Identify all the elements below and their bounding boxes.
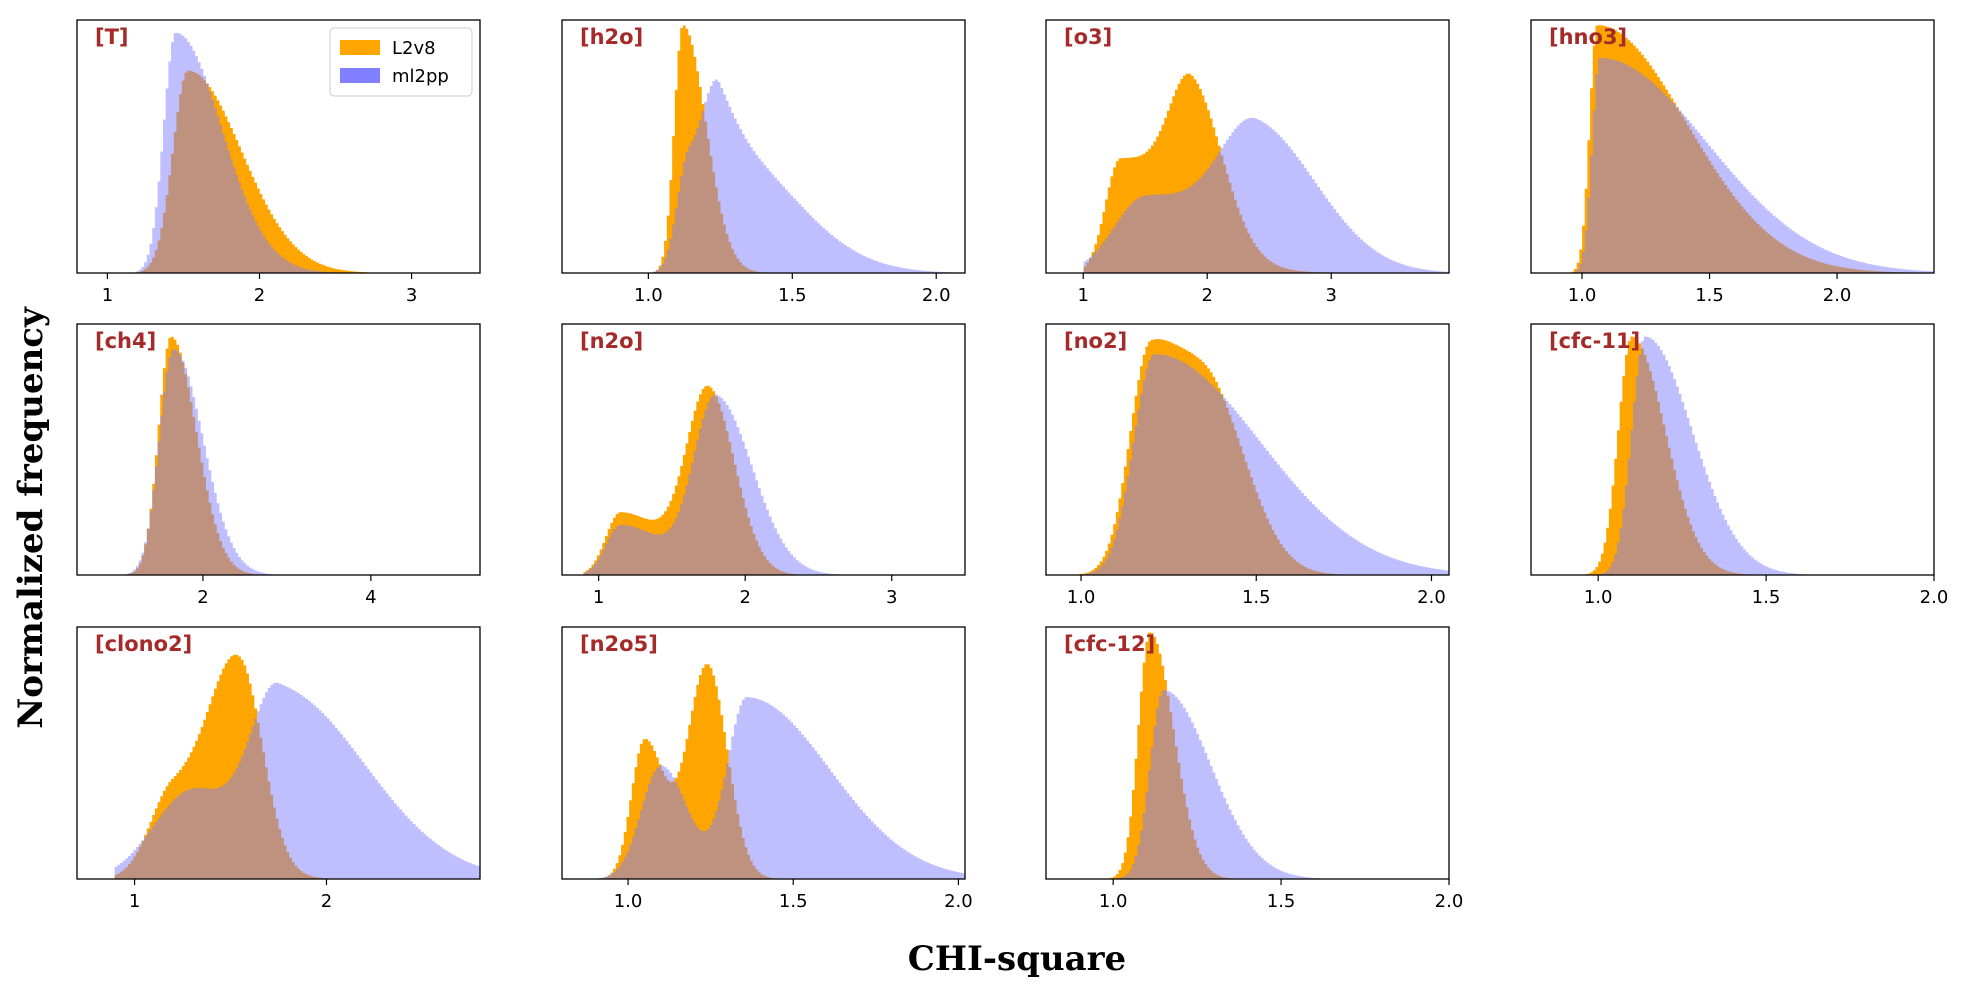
x-tick-label: 2 (197, 587, 208, 608)
panel-7: 1.0 1.5 2.0 [cfc-11] (1530, 323, 1949, 608)
panel-10: 1.0 1.5 2.0 [cfc-12] (1045, 626, 1464, 912)
histogram-ml2pp (1046, 690, 1449, 879)
panel-title: [T] (95, 25, 129, 49)
panel-title: [ch4] (95, 329, 156, 353)
x-tick-label: 1.0 (634, 285, 663, 306)
x-tick-label: 1.0 (1568, 285, 1597, 306)
x-tick-label: 2 (1201, 285, 1212, 306)
panel-title: [hno3] (1549, 25, 1627, 49)
x-tick-label: 1.0 (1067, 587, 1096, 608)
panel-3: 1.0 1.5 2.0 [hno3] (1530, 19, 1935, 306)
x-tick-label: 1.5 (1695, 285, 1724, 306)
plot-area (1046, 73, 1449, 273)
legend-label-ml2pp: ml2pp (392, 66, 449, 87)
panel-title: [h2o] (580, 25, 643, 49)
x-tick-label: 1.0 (1584, 587, 1613, 608)
axes-frame (1530, 19, 1935, 274)
panel-4: 2 4 [ch4] (76, 323, 481, 608)
histogram-ml2pp (562, 79, 965, 273)
panel-title: [clono2] (95, 632, 192, 656)
x-tick-label: 2.0 (922, 285, 951, 306)
panel-0: 1 2 3 [T] L2v8 ml2pp (76, 19, 481, 306)
axes-frame (561, 626, 966, 880)
axes-frame (1045, 323, 1450, 576)
x-tick-label: 2 (739, 587, 750, 608)
panel-title: [n2o5] (580, 632, 658, 656)
x-tick-label: 2.0 (1823, 285, 1852, 306)
legend: L2v8 ml2pp (329, 27, 473, 97)
panel-2: 1 2 3 [o3] (1045, 19, 1450, 306)
x-tick-label: 2 (321, 891, 332, 912)
axes-frame (561, 323, 966, 576)
x-tick-label: 1 (1077, 285, 1088, 306)
histogram-ml2pp (77, 32, 480, 273)
x-tick-label: 4 (365, 587, 376, 608)
histogram-ml2pp (77, 682, 480, 879)
plot-area (77, 32, 480, 273)
axes-frame (1045, 626, 1450, 880)
histogram-ml2pp (1531, 336, 1934, 575)
x-tick-label: 1.0 (1099, 891, 1128, 912)
x-tick-label: 2.0 (1920, 587, 1949, 608)
panel-title: [o3] (1064, 25, 1112, 49)
histogram-ml2pp (1046, 354, 1449, 575)
panel-title: [cfc-11] (1549, 329, 1640, 353)
histogram-ml2pp (1531, 58, 1934, 273)
histogram-L2v8 (77, 336, 480, 575)
plot-area (1046, 632, 1449, 879)
axes-frame (1530, 323, 1935, 576)
plot-area (562, 25, 965, 273)
plot-area (562, 664, 965, 879)
histogram-L2v8 (77, 70, 480, 273)
x-tick-label: 1.5 (779, 891, 808, 912)
plot-area (1531, 25, 1934, 273)
panel-title: [cfc-12] (1064, 632, 1155, 656)
x-tick-label: 1 (129, 891, 140, 912)
x-tick-label: 2.0 (1417, 587, 1446, 608)
plot-area (562, 385, 965, 575)
x-tick-label: 1.5 (1752, 587, 1781, 608)
histogram-ml2pp (562, 697, 965, 879)
x-tick-label: 1.5 (1267, 891, 1296, 912)
plot-area (77, 336, 480, 575)
x-tick-label: 2.0 (1435, 891, 1464, 912)
axes-frame (76, 323, 481, 576)
x-tick-label: 3 (886, 587, 897, 608)
x-tick-label: 1.5 (778, 285, 807, 306)
panel-9: 1.0 1.5 2.0 [n2o5] (561, 626, 973, 912)
x-tick-label: 1.5 (1242, 587, 1271, 608)
plot-area (77, 654, 480, 879)
panel-6: 1.0 1.5 2.0 [no2] (1045, 323, 1450, 608)
legend-label-L2v8: L2v8 (392, 38, 436, 59)
axes-frame (76, 19, 481, 274)
histogram-ml2pp (562, 394, 965, 575)
histogram-ml2pp (77, 349, 480, 575)
axes-frame (561, 19, 966, 274)
panel-1: 1.0 1.5 2.0 [h2o] (561, 19, 966, 306)
x-axis-title: CHI-square (908, 939, 1126, 979)
legend-swatch-ml2pp (340, 68, 380, 83)
panel-title: [n2o] (580, 329, 643, 353)
plot-area (1531, 336, 1934, 575)
panel-8: 1 2 [clono2] (76, 626, 481, 912)
x-tick-label: 2 (254, 285, 265, 306)
x-tick-label: 2.0 (944, 891, 973, 912)
x-tick-label: 3 (406, 285, 417, 306)
x-tick-label: 1 (593, 587, 604, 608)
histogram-ml2pp (1046, 117, 1449, 273)
axes-frame (1045, 19, 1450, 274)
legend-swatch-L2v8 (340, 40, 380, 55)
x-tick-label: 3 (1325, 285, 1336, 306)
x-tick-label: 1.0 (614, 891, 643, 912)
x-tick-label: 1 (102, 285, 113, 306)
panel-5: 1 2 3 [n2o] (561, 323, 966, 608)
plot-area (1046, 339, 1449, 575)
axes-frame (76, 626, 481, 880)
panel-title: [no2] (1064, 329, 1127, 353)
y-axis-title: Normalized frequency (11, 306, 51, 729)
histogram-L2v8 (562, 385, 965, 575)
